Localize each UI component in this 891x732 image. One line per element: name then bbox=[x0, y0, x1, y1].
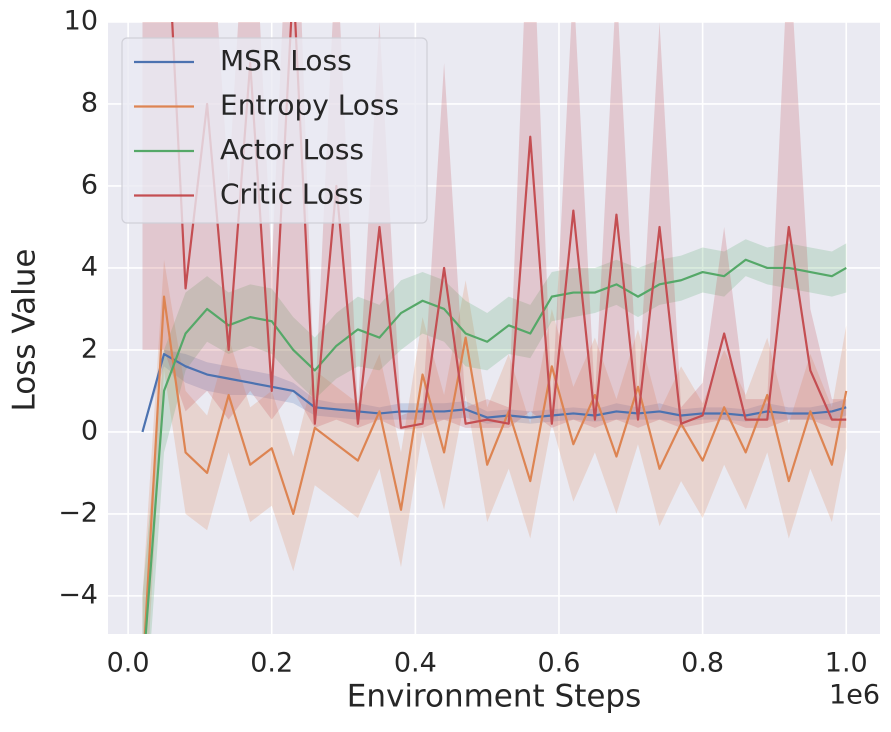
legend-label: Entropy Loss bbox=[220, 89, 399, 122]
y-tick-label: 6 bbox=[81, 169, 98, 200]
legend-label: Actor Loss bbox=[220, 133, 364, 166]
series-line bbox=[141, 352, 847, 433]
legend-label: MSR Loss bbox=[220, 44, 352, 77]
confidence-band bbox=[142, 239, 847, 634]
x-tick-label: 0.8 bbox=[681, 648, 724, 679]
x-tick-label: 0.6 bbox=[538, 648, 581, 679]
legend-box bbox=[121, 37, 428, 224]
y-tick-label: 8 bbox=[81, 87, 98, 118]
x-tick-label: 0.4 bbox=[394, 648, 437, 679]
y-axis-label: Loss Value bbox=[7, 249, 43, 412]
x-tick-label: 0.2 bbox=[250, 648, 293, 679]
x-tick-label: 0.0 bbox=[107, 648, 150, 679]
labels: Environment Steps Loss Value 1e6 −4 −2 0 2 4… bbox=[7, 6, 881, 715]
series-line bbox=[171, 22, 847, 429]
y-tick-label: 10 bbox=[64, 6, 98, 37]
y-tick-label: 0 bbox=[81, 415, 98, 446]
legend-label: Critic Loss bbox=[220, 178, 363, 211]
x-axis-label: Environment Steps bbox=[347, 679, 642, 715]
series-line bbox=[143, 295, 848, 634]
y-tick-label: 2 bbox=[81, 333, 98, 364]
marks bbox=[141, 22, 848, 634]
series-line bbox=[144, 258, 847, 634]
y-tick-label: −2 bbox=[58, 497, 98, 528]
x-offset-label: 1e6 bbox=[829, 680, 880, 711]
x-tick-label: 1.0 bbox=[825, 648, 868, 679]
y-tick-label: 4 bbox=[81, 251, 98, 282]
y-tick-label: −4 bbox=[58, 579, 98, 610]
confidence-band bbox=[142, 349, 847, 432]
legend: MSR Loss Entropy Loss Actor Loss Critic Los… bbox=[121, 37, 428, 224]
